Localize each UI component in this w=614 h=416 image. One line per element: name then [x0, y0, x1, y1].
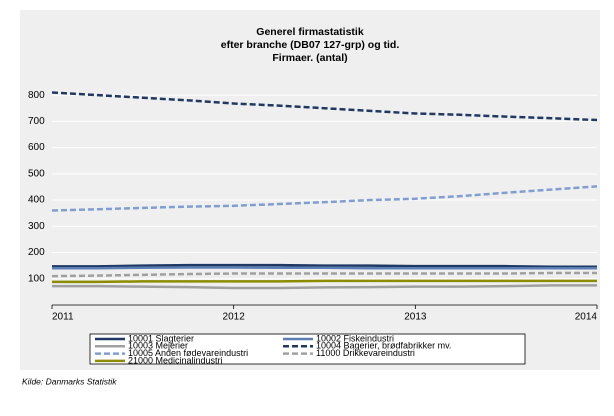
legend-label: 11000 Drikkevareindustri [316, 348, 415, 358]
x-tick-label: 2014 [575, 312, 598, 323]
source: Kilde: Danmarks Statistik [22, 376, 117, 386]
y-tick-label: 800 [28, 90, 45, 101]
y-tick-label: 700 [28, 116, 45, 127]
chart-subtitle: Firmaer. (antal) [272, 52, 347, 64]
series-line [51, 185, 598, 212]
series-line [52, 279, 597, 284]
chart-title: Generel firmastatistik [256, 26, 364, 38]
legend-label: 10005 Anden fødevareindustri [128, 348, 248, 358]
chart-panel [20, 10, 600, 370]
y-tick-label: 400 [28, 195, 45, 206]
y-tick-label: 600 [28, 142, 45, 153]
y-tick-label: 200 [28, 247, 45, 258]
x-tick-label: 2013 [404, 312, 427, 323]
y-tick-label: 500 [28, 168, 45, 179]
series-line [52, 284, 597, 290]
y-tick-label: 300 [28, 221, 45, 232]
x-tick-label: 2011 [52, 312, 74, 323]
legend-label: 10003 Mejerier [128, 341, 188, 351]
series-line [52, 266, 597, 270]
legend-label: 21000 Medicinalindustri [128, 355, 223, 365]
series-line [51, 91, 598, 122]
series-line [52, 263, 597, 268]
legend-label: 10002 Fiskeindustri [316, 333, 394, 343]
legend-label: 10001 Slagterier [128, 333, 194, 343]
chart-subtitle: efter branche (DB07 127-grp) og tid. [221, 39, 400, 51]
legend-label: 10004 Bagerier, brødfabrikker mv. [316, 341, 451, 351]
series-line [51, 271, 597, 278]
x-tick-label: 2012 [223, 312, 246, 323]
y-tick-label: 100 [28, 273, 45, 284]
